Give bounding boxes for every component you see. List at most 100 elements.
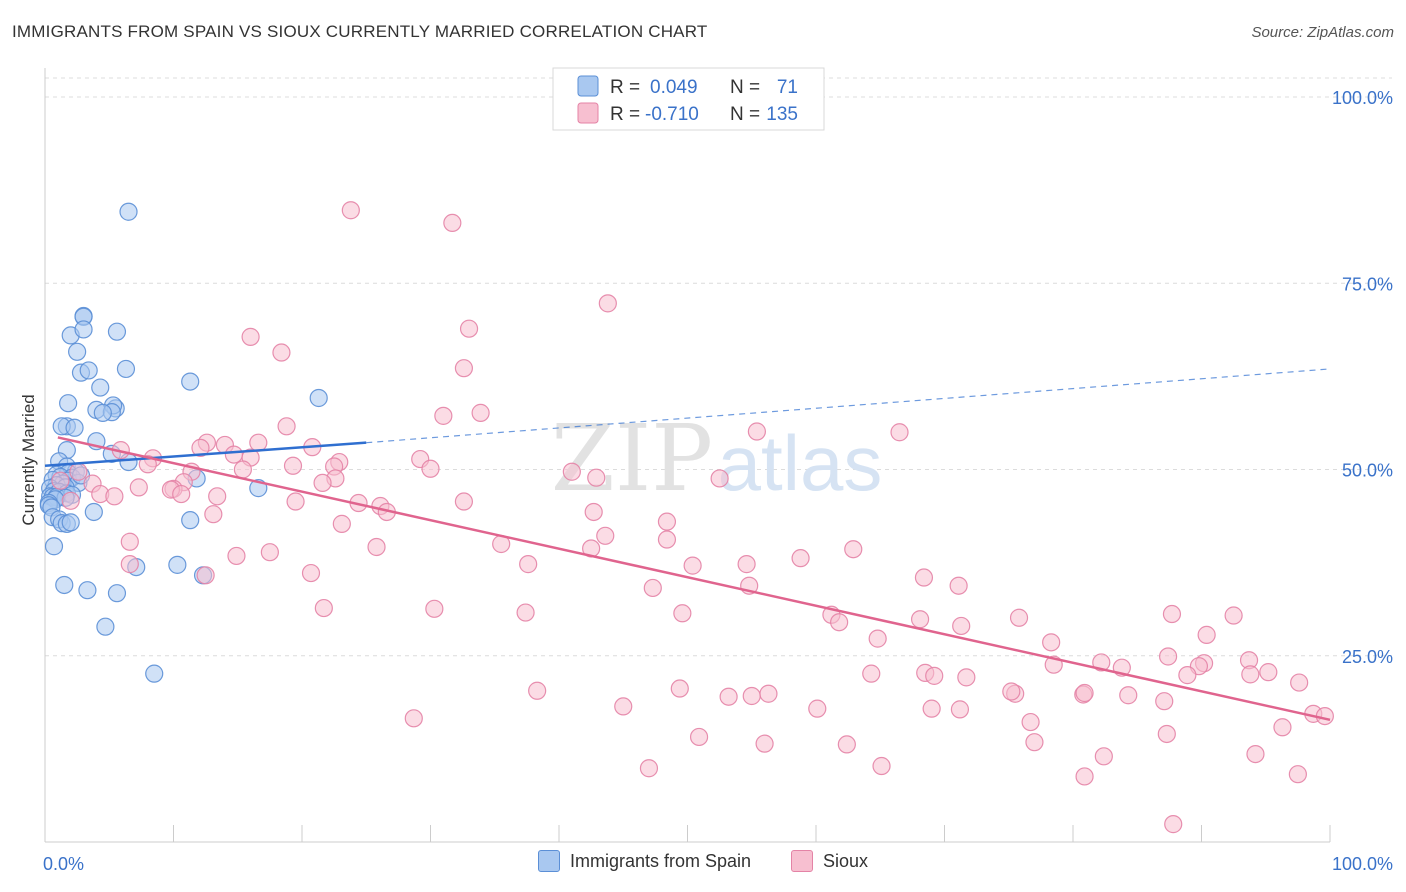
point-sioux: [1025, 733, 1044, 752]
watermark-atlas: atlas: [718, 419, 883, 507]
point-spain: [79, 361, 98, 380]
point-sioux: [51, 471, 70, 490]
point-sioux: [868, 629, 887, 648]
point-sioux: [922, 699, 941, 718]
point-sioux: [844, 540, 863, 559]
point-sioux: [791, 549, 810, 568]
point-spain: [181, 511, 200, 530]
point-sioux: [1162, 604, 1182, 624]
point-sioux: [249, 433, 268, 452]
trend-line-spain-extrapolated: [366, 368, 1331, 444]
point-sioux: [367, 537, 386, 557]
point-sioux: [755, 734, 774, 753]
y-tick-label: 25.0%: [1342, 647, 1393, 667]
point-sioux: [1224, 606, 1243, 625]
legend-label-sioux: Sioux: [823, 850, 869, 871]
point-sioux: [737, 555, 756, 574]
y-tick-label: 75.0%: [1342, 274, 1393, 294]
point-sioux: [105, 487, 124, 506]
point-sioux: [434, 406, 453, 425]
point-sioux: [584, 502, 603, 522]
point-spain: [78, 581, 97, 600]
point-spain: [61, 513, 80, 532]
point-sioux: [224, 445, 243, 464]
axes-layer: [44, 68, 1331, 843]
point-spain: [168, 555, 187, 574]
point-sioux: [277, 417, 296, 436]
legend-pink-r-value: -0.710: [645, 104, 699, 125]
point-sioux: [454, 359, 474, 378]
point-sioux: [673, 604, 692, 623]
point-sioux: [830, 613, 849, 632]
point-sioux: [719, 687, 738, 706]
legend-pink-n-label: N =: [730, 104, 760, 125]
point-sioux: [454, 492, 474, 511]
point-spain: [74, 320, 93, 339]
point-sioux: [301, 563, 321, 583]
point-sioux: [950, 700, 970, 719]
point-spain: [65, 418, 84, 437]
point-sioux: [172, 484, 191, 504]
point-sioux: [1157, 724, 1176, 744]
legend-pink-r-label: R =: [610, 104, 640, 125]
legend-blue-n-value: 71: [777, 77, 798, 98]
point-sioux: [404, 709, 423, 728]
point-sioux: [459, 319, 479, 338]
point-sioux: [1042, 633, 1061, 652]
point-sioux: [129, 478, 148, 497]
watermark-zip: ZIP: [551, 405, 713, 512]
point-spain: [145, 664, 164, 683]
point-sioux: [596, 526, 615, 545]
point-sioux: [341, 201, 360, 220]
point-sioux: [587, 468, 606, 487]
point-sioux: [227, 546, 246, 566]
point-sioux: [138, 455, 157, 474]
point-spain: [93, 403, 112, 422]
point-sioux: [1158, 647, 1178, 666]
point-sioux: [1021, 712, 1040, 732]
legend-pink-swatch: [577, 102, 599, 124]
point-sioux: [1197, 625, 1216, 644]
point-sioux: [872, 756, 891, 776]
point-sioux: [890, 423, 909, 442]
chart-source: Source: ZipAtlas.com: [1251, 24, 1394, 41]
point-sioux: [747, 422, 766, 441]
point-sioux: [639, 759, 659, 778]
point-spain: [55, 575, 74, 595]
point-sioux: [643, 578, 662, 598]
point-sioux: [1178, 666, 1197, 685]
point-sioux: [952, 616, 971, 636]
chart-title: IMMIGRANTS FROM SPAIN VS SIOUX CURRENTLY…: [12, 22, 708, 41]
point-sioux: [670, 679, 689, 698]
legend-pink-n-value: 135: [766, 104, 798, 125]
point-sioux: [1002, 682, 1021, 701]
point-sioux: [598, 294, 617, 313]
point-sioux: [910, 610, 930, 629]
point-spain: [107, 584, 127, 603]
y-tick-label: 100.0%: [1332, 88, 1393, 108]
point-sioux: [1009, 608, 1029, 627]
point-sioux: [1094, 747, 1113, 766]
grid-layer: [45, 77, 1392, 657]
bottom-legend: Immigrants from Spain Sioux: [0, 850, 1406, 872]
trend-layer: [44, 368, 1331, 722]
point-sioux: [683, 556, 702, 575]
legend-blue-r-value: 0.049: [650, 77, 698, 98]
x-tick-label-start: 0.0%: [43, 854, 84, 874]
legend-item-sioux[interactable]: Sioux: [791, 850, 868, 872]
point-sioux: [208, 487, 227, 506]
point-sioux: [1075, 767, 1094, 786]
point-spain: [44, 537, 64, 556]
point-sioux: [614, 697, 633, 716]
point-spain: [119, 202, 138, 221]
point-sioux: [1164, 815, 1183, 834]
point-sioux: [949, 576, 968, 595]
legend-item-spain[interactable]: Immigrants from Spain: [537, 850, 751, 872]
point-sioux: [742, 686, 761, 706]
point-sioux: [528, 681, 547, 700]
legend-swatch-sioux: [791, 850, 814, 872]
point-sioux: [241, 327, 260, 346]
point-sioux: [657, 530, 677, 549]
point-sioux: [957, 668, 976, 687]
